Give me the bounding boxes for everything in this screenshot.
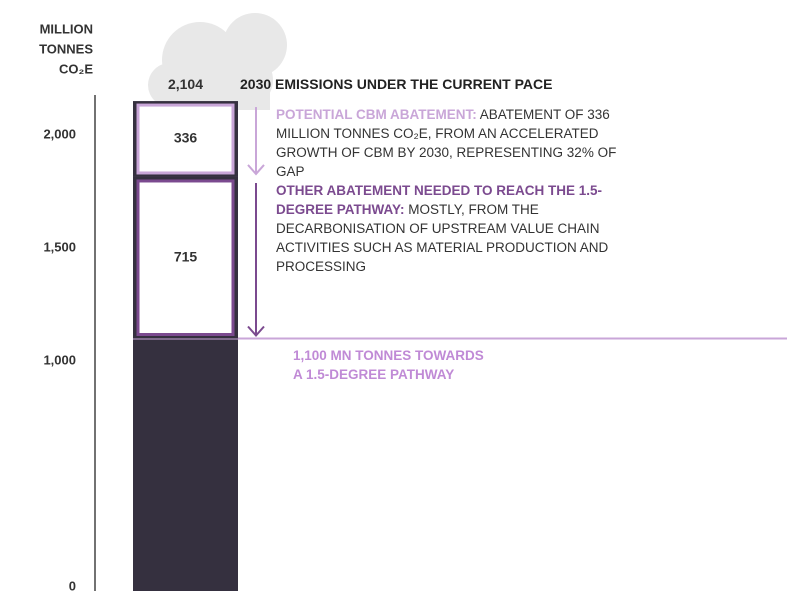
arrow-head [247,325,265,338]
bar-segment [133,338,238,591]
y-tick-label: 1,000 [43,353,76,368]
y-tick-label: 0 [69,578,76,591]
y-tick-label: 2,000 [43,127,76,142]
pathway-label: 1,100 MN TONNES TOWARDS [293,348,484,363]
annotation: POTENTIAL CBM ABATEMENT: ABATEMENT OF 33… [276,105,646,181]
y-axis-label: TONNES [39,41,93,56]
annotation-heading: OTHER ABATEMENT NEEDED TO REACH THE 1.5-… [276,182,603,217]
pathway-label: A 1.5-DEGREE PATHWAY [293,367,454,382]
segment-label: 715 [174,248,198,264]
y-tick-label: 1,500 [43,240,76,255]
total-caption: 2030 EMISSIONS UNDER THE CURRENT PACE [240,76,552,92]
total-label: 2,104 [168,76,203,92]
y-axis-label: MILLION [40,21,93,36]
segment-label: 336 [174,130,198,146]
annotation: OTHER ABATEMENT NEEDED TO REACH THE 1.5-… [276,181,646,276]
bar-segment [136,179,235,336]
arrow-head [247,164,265,176]
bar-segment [136,103,235,175]
annotation-body: ABATEMENT OF 336 MILLION TONNES CO₂E, FR… [276,107,617,180]
cloud [148,13,287,110]
y-axis-label: CO₂E [59,61,93,76]
annotation-body: MOSTLY, FROM THE DECARBONISATION OF UPST… [276,201,609,274]
annotation-heading: POTENTIAL CBM ABATEMENT: [276,107,477,123]
